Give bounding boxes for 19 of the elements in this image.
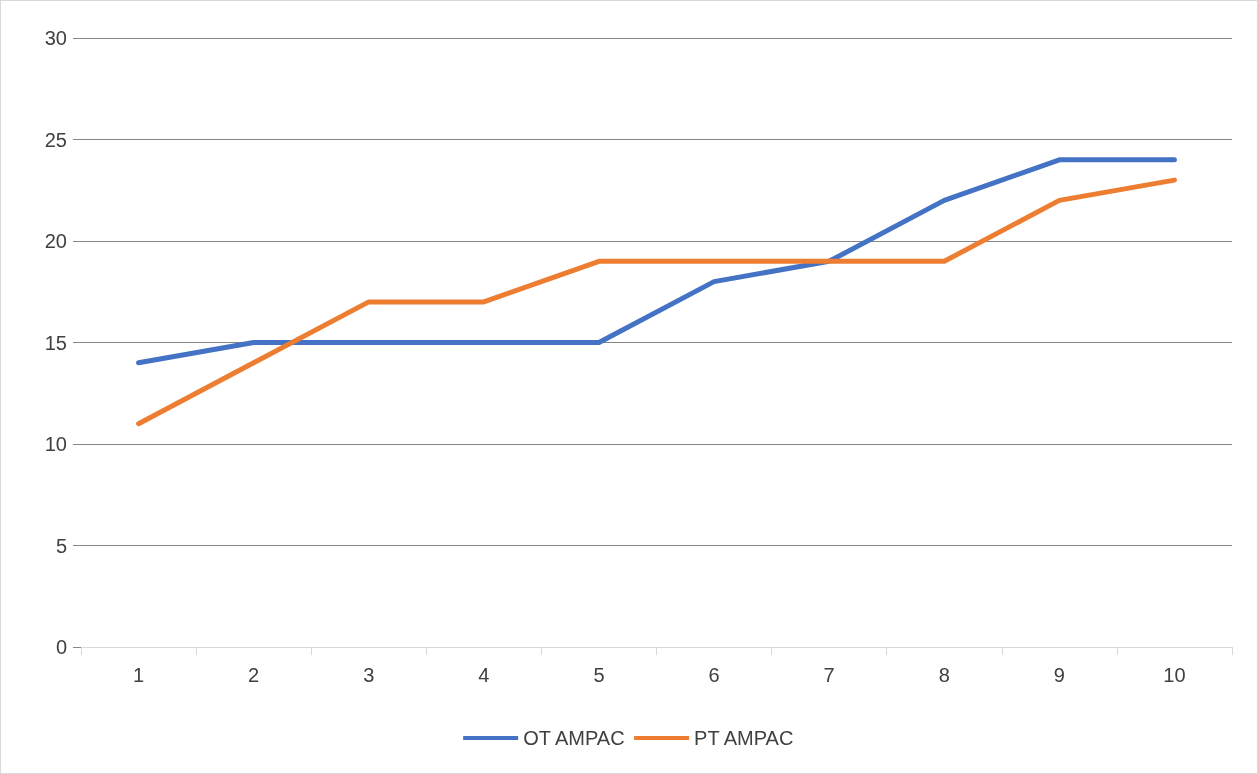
x-tick-label: 7 <box>823 664 835 686</box>
y-tick-label: 15 <box>44 331 67 354</box>
y-tick-label: 5 <box>55 534 67 557</box>
x-tick-label: 2 <box>248 664 260 686</box>
x-tick-label: 9 <box>1053 664 1065 686</box>
y-tick-label: 30 <box>44 27 67 49</box>
y-tick-label: 0 <box>55 636 67 658</box>
legend-label: OT AMPAC <box>523 727 625 749</box>
x-tick-label: 3 <box>363 664 375 686</box>
x-tick-label: 4 <box>478 664 490 686</box>
x-tick-label: 10 <box>1163 664 1186 686</box>
x-tick-label: 8 <box>938 664 950 686</box>
x-tick-label: 1 <box>132 664 145 686</box>
y-tick-label: 20 <box>44 230 67 252</box>
x-tick-label: 6 <box>708 664 720 686</box>
x-tick-label: 5 <box>593 664 605 686</box>
legend-label: PT AMPAC <box>694 727 794 749</box>
y-tick-label: 10 <box>44 433 67 455</box>
y-tick-label: 25 <box>44 128 67 151</box>
